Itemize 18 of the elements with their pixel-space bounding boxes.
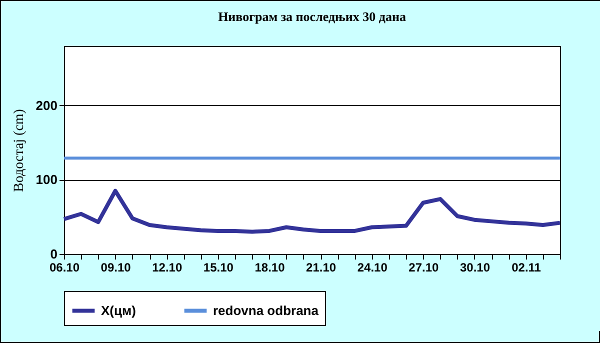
legend-label: X(цм) (101, 302, 136, 318)
x-tick-label: 27.10 (408, 260, 440, 274)
chart-title: Нивограм за последњих 30 дана (218, 9, 406, 24)
x-tick-label: 15.10 (203, 260, 234, 274)
x-tick-label: 30.10 (460, 260, 490, 274)
x-tick-label: 24.10 (357, 260, 388, 274)
y-tick-label: 100 (36, 172, 58, 188)
line-series (62, 188, 562, 234)
y-tick-label: 0 (50, 246, 58, 262)
legend-label: redovna odbrana (213, 302, 320, 318)
x-tick-label: 12.10 (152, 260, 182, 274)
x-tick-label: 06.10 (49, 260, 80, 274)
y-axis-title: Водостај (cm) (12, 108, 27, 192)
x-tick-label: 09.10 (100, 260, 132, 274)
y-tick-label: 200 (36, 98, 58, 113)
x-tick-label: 18.10 (254, 260, 286, 274)
x-tick-label: 21.10 (306, 260, 336, 274)
x-tick-label: 02.11 (512, 260, 542, 274)
